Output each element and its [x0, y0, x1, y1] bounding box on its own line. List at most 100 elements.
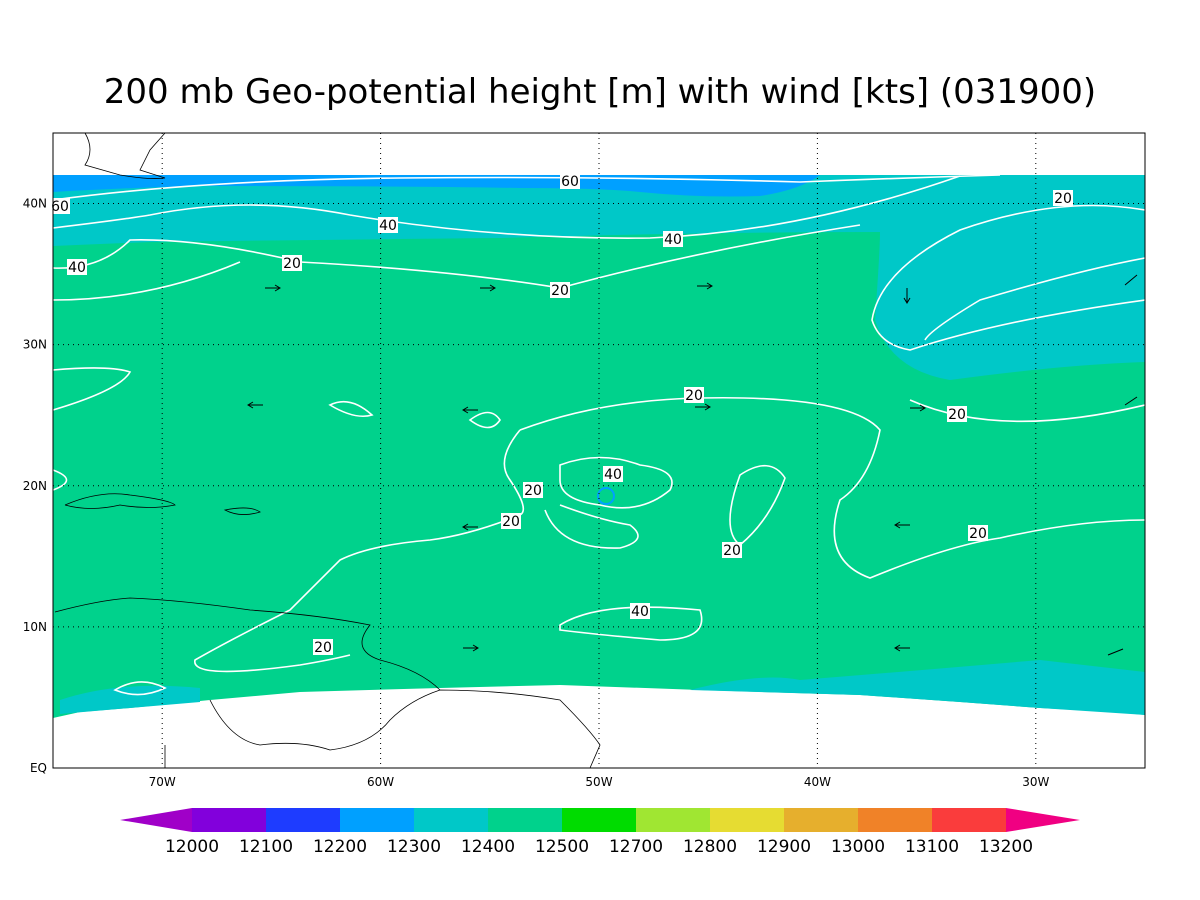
y-tick-label: 20N	[23, 479, 47, 493]
colorbar-box	[266, 808, 340, 832]
contour-label-text: 20	[969, 526, 987, 542]
y-tick-label: 10N	[23, 620, 47, 634]
contour-label: 20	[313, 639, 333, 656]
contour-label: 40	[603, 466, 623, 483]
colorbar-box	[414, 808, 488, 832]
contour-label: 40	[378, 217, 398, 234]
contour-label: 60	[50, 198, 70, 215]
contour-label: 20	[722, 542, 742, 559]
x-tick-label: 60W	[367, 775, 394, 789]
green-region	[53, 175, 1145, 718]
colorbar-box	[710, 808, 784, 832]
teal-region	[53, 175, 1145, 380]
colorbar-label: 12700	[609, 837, 663, 857]
contour-label-text: 20	[524, 483, 542, 499]
contour-label: 20	[968, 525, 988, 542]
colorbar-label: 12500	[535, 837, 589, 857]
contour-label: 20	[550, 282, 570, 299]
colorbar-label: 12800	[683, 837, 737, 857]
x-tick-label: 30W	[1022, 775, 1049, 789]
x-tick-label: 50W	[585, 775, 612, 789]
contour-label-bg	[968, 525, 988, 541]
contour-label: 20	[501, 513, 521, 530]
contour-label-bg	[630, 603, 650, 619]
contour-label-text: 60	[561, 174, 579, 190]
x-tick-label: 70W	[149, 775, 176, 789]
colorbar-box	[192, 808, 266, 832]
colorbar: 12000 12100 12200 12300 12400 12500 12700 12800…	[120, 808, 1080, 857]
colorbar-label: 12400	[461, 837, 515, 857]
coastlines	[54, 132, 601, 769]
contours	[52, 174, 1146, 696]
contour-label-text: 20	[1054, 191, 1072, 207]
colorbar-label: 12900	[757, 837, 811, 857]
colorbar-box	[784, 808, 858, 832]
colorbar-box	[562, 808, 636, 832]
contour-label-bg	[378, 217, 398, 233]
contour-label: 20	[684, 387, 704, 404]
contour-label: 40	[67, 259, 87, 276]
wind-arrows	[247, 274, 1138, 656]
contour-label: 40	[663, 231, 683, 248]
contour-label-bg	[560, 173, 580, 189]
contour-label-bg	[550, 282, 570, 298]
contour-label: 20	[947, 406, 967, 423]
contour-label-bg	[50, 198, 70, 214]
contour-label-text: 40	[68, 260, 86, 276]
teal-region	[690, 660, 1145, 715]
contour-label-bg	[684, 387, 704, 403]
contour-label-text: 20	[948, 407, 966, 423]
colorbar-box	[932, 808, 1006, 832]
contour-label-text: 20	[551, 283, 569, 299]
contour-label-bg	[947, 406, 967, 422]
blue-region	[53, 175, 820, 197]
colorbar-box	[858, 808, 932, 832]
contour-label: 20	[523, 482, 543, 499]
y-tick-label: EQ	[30, 761, 47, 775]
contour-label-text: 40	[604, 467, 622, 483]
contour-label: 60	[560, 173, 580, 190]
contour-label-text: 20	[283, 256, 301, 272]
map-title: 200 mb Geo-potential height [m] with win…	[104, 72, 1096, 112]
contour-label-bg	[501, 513, 521, 529]
contour-label-bg	[603, 466, 623, 482]
colorbar-label: 12000	[165, 837, 219, 857]
contour-label-bg	[313, 639, 333, 655]
colorbar-label: 13200	[979, 837, 1033, 857]
contour-label-text: 20	[723, 543, 741, 559]
colorbar-label: 13100	[905, 837, 959, 857]
contour-label-text: 20	[685, 388, 703, 404]
contour-label-text: 40	[379, 218, 397, 234]
y-tick-label: 30N	[23, 338, 47, 352]
contour-label-text: 60	[51, 199, 69, 215]
colorbar-triangle	[120, 808, 192, 832]
contour-label-bg	[722, 542, 742, 558]
colorbar-box	[340, 808, 414, 832]
contour-label-text: 20	[314, 640, 332, 656]
contour	[597, 487, 615, 505]
contour-label-bg	[663, 231, 683, 247]
axis-labels: 70W 60W 50W 40W 30W EQ 10N 20N 30N 40N	[23, 197, 1050, 789]
colorbar-box	[636, 808, 710, 832]
contour-label: 20	[282, 255, 302, 272]
y-tick-label: 40N	[23, 197, 47, 211]
contour-label: 40	[630, 603, 650, 620]
colorbar-label: 12200	[313, 837, 367, 857]
contour-label-bg	[67, 259, 87, 275]
colorbar-label: 13000	[831, 837, 885, 857]
colorbar-label: 12300	[387, 837, 441, 857]
map-frame	[52, 132, 1146, 769]
contour-label-text: 40	[664, 232, 682, 248]
contour-label-text: 20	[502, 514, 520, 530]
teal-region	[60, 685, 200, 714]
contour-label-text: 40	[631, 604, 649, 620]
x-tick-label: 40W	[804, 775, 831, 789]
colorbar-label: 12100	[239, 837, 293, 857]
colorbar-triangle	[1006, 808, 1080, 832]
contour-label-bg	[523, 482, 543, 498]
contour-label-bg	[1053, 190, 1073, 206]
contour-label: 20	[1053, 190, 1073, 207]
